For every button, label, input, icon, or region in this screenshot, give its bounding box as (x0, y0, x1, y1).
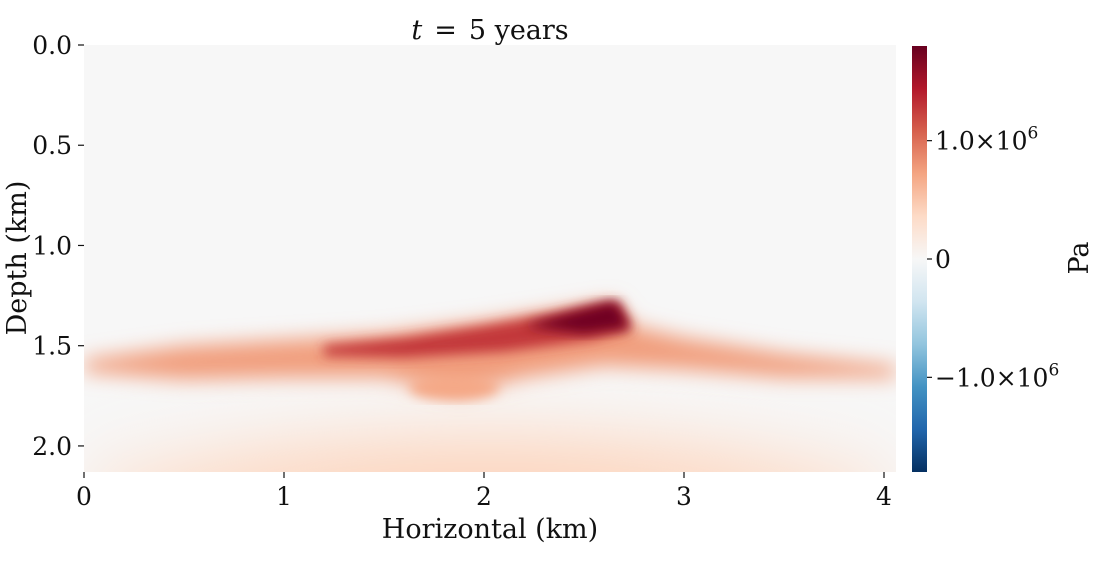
x-tick-label: 0 (76, 482, 92, 511)
colorbar (912, 46, 927, 472)
x-tick-label: 1 (276, 482, 292, 511)
title-variable: t (411, 15, 422, 46)
x-axis: 0 1 2 3 4 (76, 472, 892, 511)
layer-peak (524, 301, 630, 334)
x-tick-label: 4 (876, 482, 892, 511)
y-tick-label: 1.0 (32, 231, 72, 260)
x-axis-label: Horizontal (km) (382, 514, 598, 545)
y-tick-label: 0.0 (32, 31, 72, 60)
x-tick-label: 2 (476, 482, 492, 511)
y-tick-label: 2.0 (32, 432, 72, 461)
heatmap-field (84, 45, 896, 472)
chart-title: t = 5 years (411, 15, 568, 46)
colorbar-tick-label: 1.0×106 (935, 124, 1038, 156)
y-tick-label: 1.5 (32, 332, 72, 361)
x-tick-label: 3 (676, 482, 692, 511)
colorbar-tick-label: −1.0×106 (935, 360, 1059, 392)
y-tick-label: 0.5 (32, 131, 72, 160)
layer-core (324, 301, 632, 358)
title-operator: = (434, 15, 457, 46)
lobe (409, 375, 499, 400)
y-axis-label: Depth (km) (2, 181, 33, 336)
title-value: 5 years (469, 15, 569, 46)
heatmap-regions (84, 301, 896, 472)
y-axis: 0.0 0.5 1.0 1.5 2.0 (32, 31, 84, 461)
colorbar-ticks: 1.0×106 0 −1.0×106 (927, 124, 1059, 392)
colorbar-label: Pa (1064, 241, 1095, 274)
colorbar-tick-label: 0 (935, 245, 951, 274)
